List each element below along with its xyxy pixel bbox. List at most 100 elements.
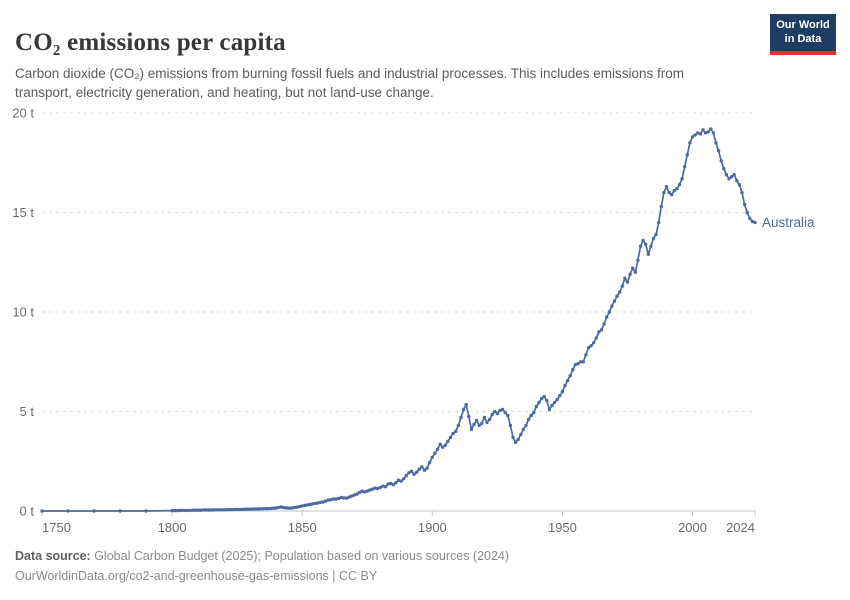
series-point[interactable] [253,507,258,511]
series-point[interactable] [355,492,359,496]
series-point[interactable] [308,502,312,507]
series-point[interactable] [274,506,278,510]
series-point[interactable] [360,489,364,493]
series-point[interactable] [412,472,416,476]
series-point[interactable] [248,507,252,511]
series-point[interactable] [378,485,382,490]
series-point[interactable] [688,141,692,145]
series-point[interactable] [711,131,716,135]
series-point[interactable] [196,508,200,512]
series-point[interactable] [610,304,614,308]
series-point[interactable] [409,469,414,473]
series-point[interactable] [592,341,596,345]
series-point[interactable] [441,445,445,449]
series-point[interactable] [539,396,544,401]
series-point[interactable] [644,242,648,246]
series-point[interactable] [729,175,734,179]
series-point[interactable] [620,284,624,288]
series-point[interactable] [175,508,179,513]
series-point[interactable] [295,505,299,509]
series-point[interactable] [633,270,637,274]
series-point[interactable] [376,486,380,491]
series-point[interactable] [550,403,554,408]
series-point[interactable] [714,141,718,145]
series-point[interactable] [493,409,497,414]
series-point[interactable] [573,363,578,367]
series-point[interactable] [318,500,323,505]
series-point[interactable] [716,149,721,153]
series-point[interactable] [284,506,289,510]
owid-url-link[interactable]: OurWorldinData.org/co2-and-greenhouse-ga… [15,569,378,583]
series-point[interactable] [683,165,687,169]
series-point[interactable] [264,506,268,511]
series-point[interactable] [667,190,671,195]
series-point[interactable] [277,505,281,510]
series-point[interactable] [435,447,440,451]
series-point[interactable] [698,132,703,136]
series-point[interactable] [310,502,315,506]
series-point[interactable] [422,468,427,472]
series-point[interactable] [173,508,177,513]
series-point[interactable] [526,417,531,422]
series-point[interactable] [675,186,679,191]
series-point[interactable] [461,407,466,412]
series-point[interactable] [243,507,247,511]
series-point[interactable] [722,167,726,171]
series-point[interactable] [290,506,294,510]
series-point[interactable] [740,190,744,195]
series-point[interactable] [352,493,356,497]
series-point[interactable] [477,423,481,428]
series-point[interactable] [373,486,377,490]
series-point[interactable] [204,508,208,512]
series-point[interactable] [607,310,611,314]
series-point[interactable] [664,184,669,189]
series-point[interactable] [446,439,450,444]
series-point[interactable] [230,507,234,512]
series-point[interactable] [560,389,565,394]
series-point[interactable] [589,344,593,348]
series-point[interactable] [305,503,310,507]
series-point[interactable] [336,496,341,501]
series-point[interactable] [251,507,255,511]
series-point[interactable] [443,443,447,447]
series-point[interactable] [438,442,442,446]
series-point[interactable] [657,220,661,225]
series-point[interactable] [256,507,260,511]
series-point[interactable] [618,290,622,294]
series-point[interactable] [329,498,333,502]
series-point[interactable] [516,437,520,442]
series-point[interactable] [534,404,539,409]
series-point[interactable] [279,505,284,509]
series-point[interactable] [602,322,606,326]
series-point[interactable] [227,507,232,512]
series-point[interactable] [547,407,552,412]
series-point[interactable] [407,471,411,475]
series-point[interactable] [245,507,250,511]
series-point[interactable] [552,400,557,405]
series-point[interactable] [469,427,474,432]
series-point[interactable] [287,506,291,510]
series-point[interactable] [368,488,372,492]
series-point[interactable] [690,135,695,139]
series-point[interactable] [381,484,385,488]
series-point[interactable] [579,360,583,364]
series-point[interactable] [571,368,575,372]
series-point[interactable] [599,328,604,332]
series-point[interactable] [365,489,369,493]
series-point[interactable] [696,131,700,135]
series-point[interactable] [238,507,242,512]
series-point[interactable] [724,173,729,177]
series-point[interactable] [459,415,463,420]
series-point[interactable] [500,407,505,412]
series-point[interactable] [732,173,736,177]
series-point[interactable] [456,423,461,428]
series-point[interactable] [261,507,265,511]
series-line[interactable] [41,128,756,512]
series-point[interactable] [565,379,570,383]
series-point[interactable] [323,499,328,503]
series-point[interactable] [659,204,663,209]
series-point[interactable] [737,182,742,187]
series-point[interactable] [625,280,630,284]
series-point[interactable] [506,413,510,418]
series-point[interactable] [391,483,395,487]
